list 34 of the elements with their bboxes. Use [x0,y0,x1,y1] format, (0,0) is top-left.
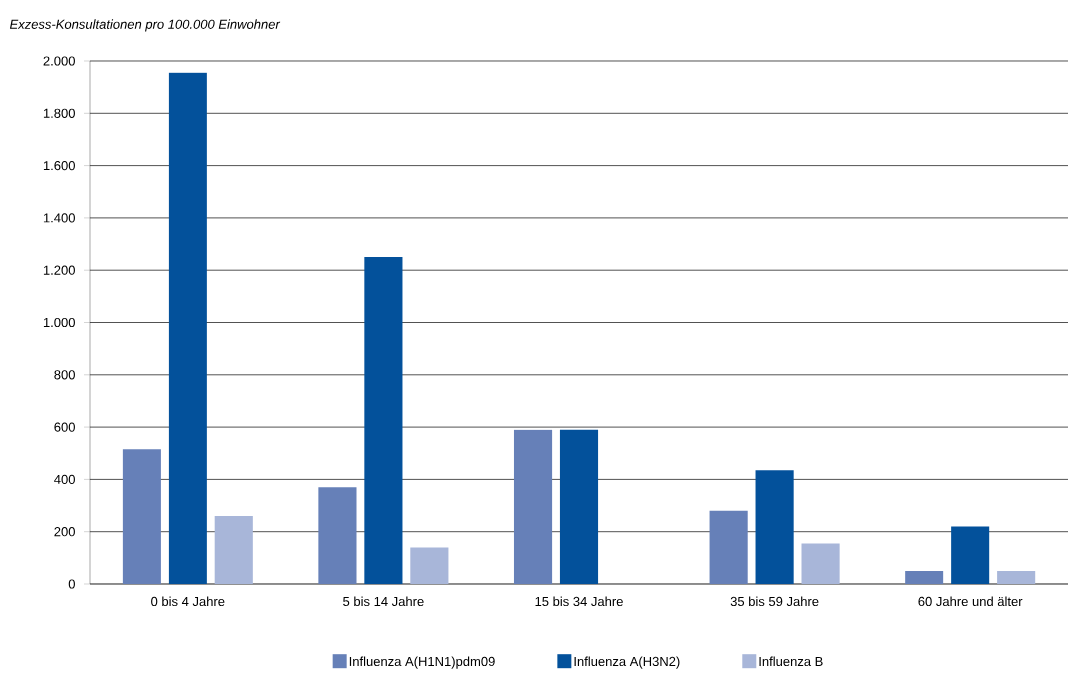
bar [559,429,599,584]
y-tick-label: 200 [54,527,75,537]
y-tick-label: 1.600 [43,160,75,171]
y-tick-label: 1.000 [43,317,75,328]
bar [801,543,840,584]
legend-label: Influenza A(H3N2) [574,656,680,669]
bar [997,570,1036,584]
y-tick-label: 600 [54,422,75,432]
y-tick-label: 0 [68,579,75,589]
y-tick-label: 1.200 [43,265,75,275]
bar [755,470,794,584]
bar [905,570,944,584]
x-tick-label: 15 bis 34 Jahre [535,596,623,607]
bar [513,429,553,584]
y-tick-label: 2.000 [43,56,75,66]
y-tick-label: 1.800 [43,108,75,118]
bar [951,526,990,584]
legend-label: Influenza A(H1N1)pdm09 [349,656,495,669]
x-tick-label: 60 Jahre und älter [918,596,1023,607]
y-tick-label: 800 [54,370,75,380]
y-tick-label: 400 [54,474,75,484]
y-axis-title: Exzess-Konsultationen pro 100.000 Einwohner [9,19,281,32]
bar [318,487,357,584]
bar [168,72,207,584]
bar [122,449,161,584]
x-tick-label: 0 bis 4 Jahre [151,596,225,607]
bar [364,257,403,584]
bar [709,510,748,584]
y-tick-label: 1.400 [43,213,75,223]
bar [410,547,449,584]
bar [214,516,253,584]
x-tick-label: 5 bis 14 Jahre [343,596,424,607]
legend-label: Influenza B [759,656,823,667]
x-tick-label: 35 bis 59 Jahre [730,596,819,607]
